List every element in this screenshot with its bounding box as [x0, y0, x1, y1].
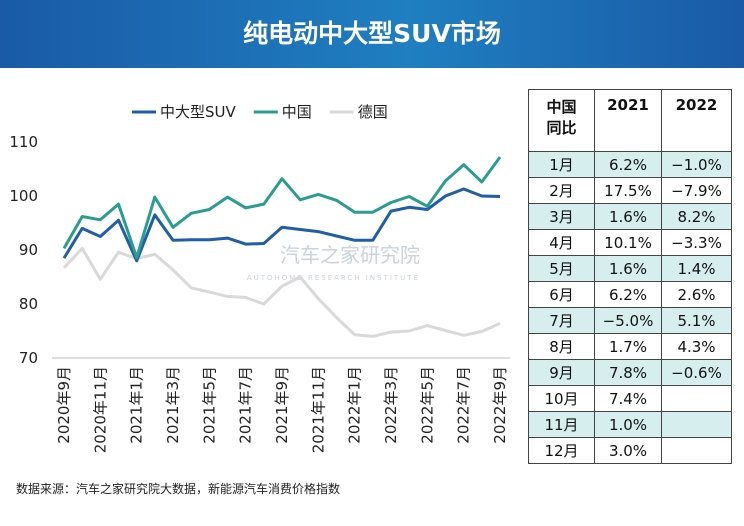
- legend-label: 中大型SUV: [160, 103, 237, 121]
- table-cell: 7.8%: [594, 359, 662, 386]
- source: 数据来源：汽车之家研究院大数据，新能源汽车消费价格指数: [16, 482, 341, 496]
- table-cell: 5月: [528, 255, 595, 282]
- table-header-cell: 中国 同比: [528, 89, 595, 152]
- table-cell: 9月: [528, 359, 595, 386]
- table-cell: −5.0%: [594, 307, 662, 334]
- x-tick-label: 2022年9月: [491, 366, 509, 444]
- table-row: 1月 6.2% −1.0%: [528, 151, 732, 178]
- table-row: 2月 17.5% −7.9%: [528, 177, 732, 204]
- table-cell: −1.0%: [661, 151, 732, 178]
- x-tick-label: 2022年3月: [382, 366, 400, 444]
- table-cell: 4月: [528, 229, 595, 256]
- x-tick-label: 2022年7月: [455, 366, 473, 444]
- x-tick-label: 2021年9月: [273, 366, 291, 444]
- table-cell: 1.6%: [594, 203, 662, 230]
- x-tick-label: 2021年3月: [164, 366, 182, 444]
- table-cell: 4.3%: [661, 333, 732, 360]
- table-header-cell: 2022: [661, 89, 732, 152]
- table-cell: 12月: [528, 437, 595, 464]
- chart: 汽车之家研究院 AUTOHOME RESEARCH INSTITUTE 70 80…: [9, 103, 510, 453]
- table-cell: 10.1%: [594, 229, 662, 256]
- line-series: [62, 156, 502, 260]
- table-row: 10月 7.4%: [528, 385, 732, 412]
- table-cell: 3月: [528, 203, 595, 230]
- table-cell: 1.4%: [661, 255, 732, 282]
- table-row: 6月 6.2% 2.6%: [528, 281, 732, 308]
- table-cell: [661, 385, 732, 412]
- table-cell: 3.0%: [594, 437, 662, 464]
- table-cell: −7.9%: [661, 177, 732, 204]
- table-cell: 1.0%: [594, 411, 662, 438]
- x-tick-label: 2021年11月: [309, 366, 327, 453]
- table-header-cell: 2021: [594, 89, 662, 152]
- line-series: [62, 187, 501, 263]
- table-cell: 10月: [528, 385, 595, 412]
- watermark: 汽车之家研究院: [280, 243, 420, 267]
- header-line: 同比: [546, 119, 577, 137]
- table-cell: 7月: [528, 307, 595, 334]
- y-tick-label: 90: [19, 241, 38, 259]
- table-row: 4月 10.1% −3.3%: [528, 229, 732, 256]
- legend-label: 中国: [282, 103, 312, 121]
- y-tick-label: 110: [9, 133, 38, 151]
- table-cell: [661, 437, 732, 464]
- x-tick-label: 2022年1月: [346, 366, 364, 444]
- table-cell: 17.5%: [594, 177, 662, 204]
- y-tick-label: 100: [9, 187, 38, 205]
- table-cell: 1.6%: [594, 255, 662, 282]
- table-cell: 1月: [528, 151, 595, 178]
- y-tick-label: 70: [19, 349, 38, 367]
- table-cell: 5.1%: [661, 307, 732, 334]
- table-cell: 2.6%: [661, 281, 732, 308]
- table-cell: 11月: [528, 411, 595, 438]
- table-cell: 6.2%: [594, 281, 662, 308]
- table-row: 12月 3.0%: [528, 437, 732, 464]
- table-cell: 8.2%: [661, 203, 732, 230]
- table-cell: 2月: [528, 177, 595, 204]
- y-tick-label: 80: [19, 295, 38, 313]
- table-cell: 6.2%: [594, 151, 662, 178]
- watermark-sub: AUTOHOME RESEARCH INSTITUTE: [247, 274, 420, 282]
- table-header-row: 中国 同比 2021 2022: [528, 89, 732, 152]
- x-tick-label: 2021年5月: [200, 366, 218, 444]
- table-cell: −3.3%: [661, 229, 732, 256]
- table-cell: [661, 411, 732, 438]
- x-tick-label: 2021年1月: [128, 366, 146, 444]
- x-tick-label: 2020年11月: [91, 366, 109, 453]
- x-tick-label: 2022年5月: [418, 366, 436, 444]
- table: 中国 同比 2021 2022 1月 6.2% −1.0% 2月 17.5% −7.9% 3月 1.6…: [528, 89, 732, 464]
- table-cell: 7.4%: [594, 385, 662, 412]
- table-row: 7月 −5.0% 5.1%: [528, 307, 732, 334]
- table-row: 9月 7.8% −0.6%: [528, 359, 732, 386]
- x-tick-label: 2021年7月: [237, 366, 255, 444]
- header-title: 纯电动中大型SUV市场: [0, 0, 744, 68]
- x-tick-label: 2020年9月: [55, 366, 73, 444]
- table-cell: 1.7%: [594, 333, 662, 360]
- legend-label: 德国: [358, 103, 388, 121]
- table-row: 5月 1.6% 1.4%: [528, 255, 732, 282]
- table-row: 8月 1.7% 4.3%: [528, 333, 732, 360]
- table-cell: 6月: [528, 281, 595, 308]
- table-row: 11月 1.0%: [528, 411, 732, 438]
- table-cell: −0.6%: [661, 359, 732, 386]
- table-row: 3月 1.6% 8.2%: [528, 203, 732, 230]
- table-cell: 8月: [528, 333, 595, 360]
- header-line: 中国: [546, 98, 577, 116]
